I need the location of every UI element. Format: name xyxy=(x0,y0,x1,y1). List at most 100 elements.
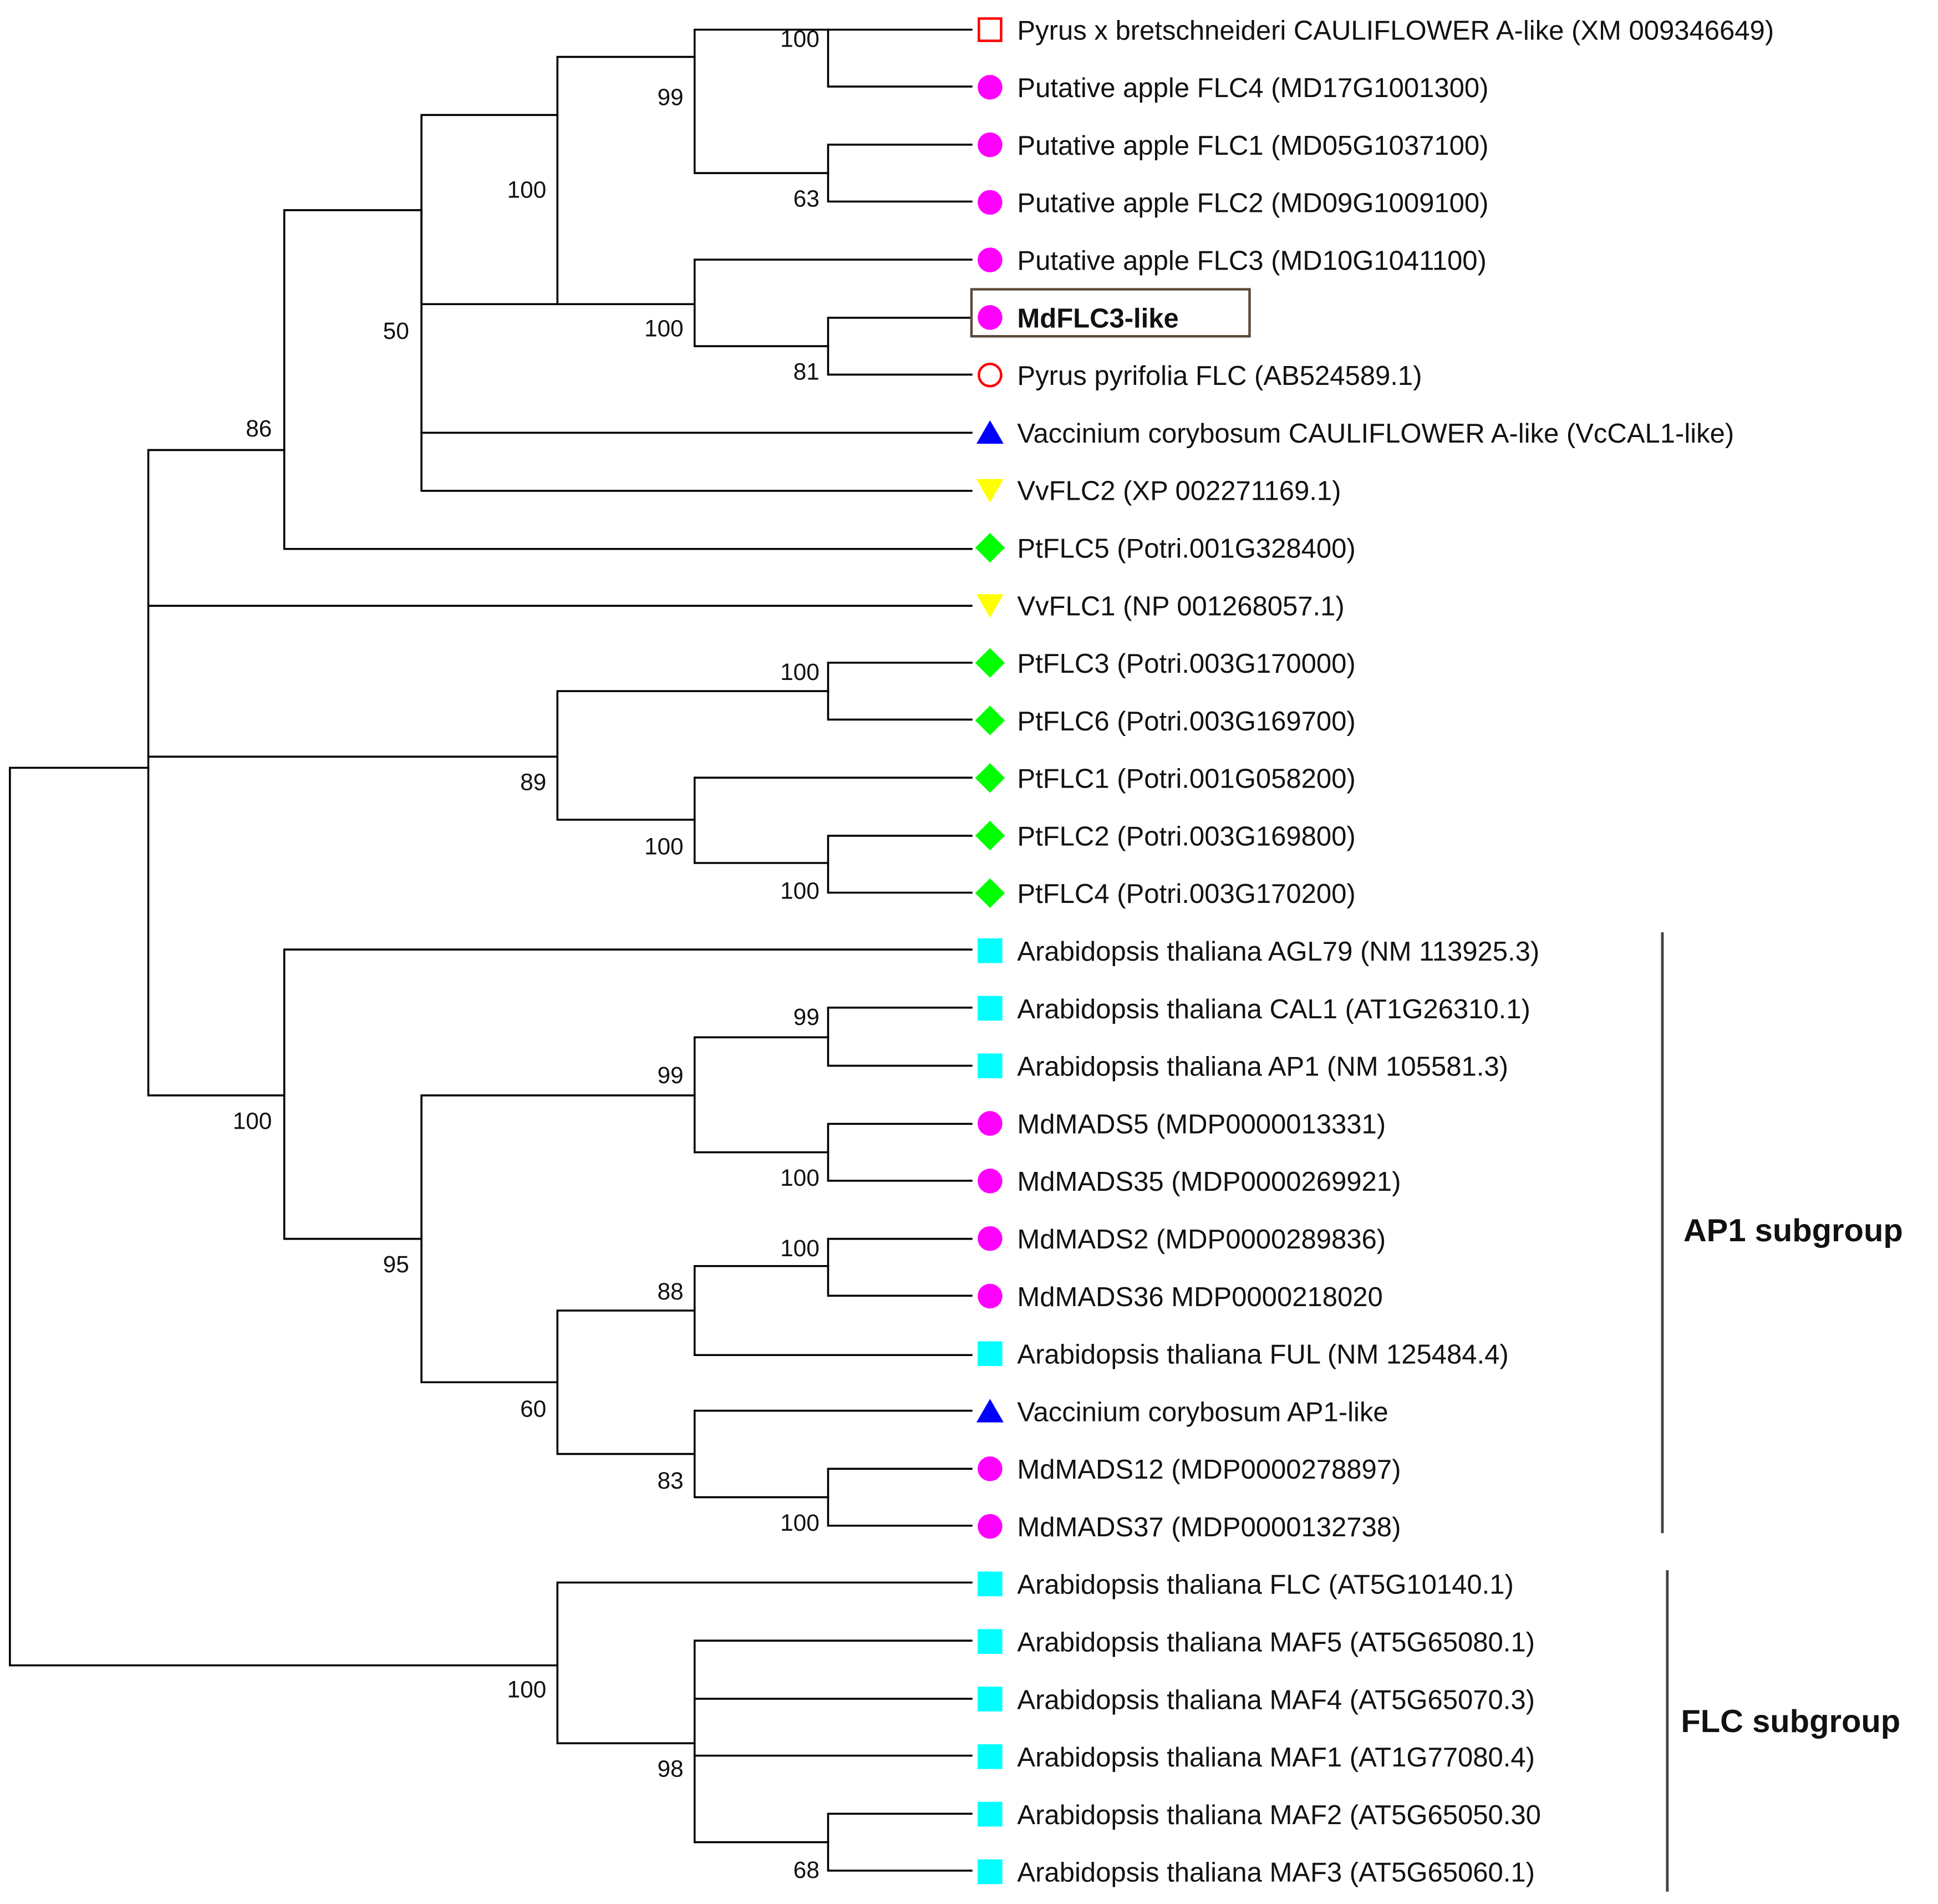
circle-marker-icon xyxy=(978,1283,1003,1309)
open-circle-marker-icon xyxy=(978,362,1003,388)
marker-shape xyxy=(978,1514,1003,1539)
square-marker-icon xyxy=(978,996,1003,1021)
leaf-item: PtFLC2 (Potri.003G169800) xyxy=(975,820,1356,851)
branch-flc3-group xyxy=(693,258,973,347)
branch-flc-group xyxy=(556,1581,973,1744)
square-marker-icon xyxy=(978,1859,1003,1885)
leaf-label: Vaccinium corybosum CAULIFLOWER A-like (… xyxy=(1017,419,1734,449)
diamond-marker-icon xyxy=(975,532,1005,563)
marker-shape xyxy=(975,878,1005,908)
leaf-label: PtFLC3 (Potri.003G170000) xyxy=(1017,649,1355,679)
marker-shape xyxy=(976,594,1004,618)
leaf-label: MdFLC3-like xyxy=(1017,303,1178,333)
marker-shape xyxy=(975,532,1005,563)
marker-shape xyxy=(976,420,1004,444)
flc-subgroup-label: FLC subgroup xyxy=(1681,1704,1900,1739)
leaf-list: Pyrus x bretschneideri CAULIFLOWER A-lik… xyxy=(975,16,1774,1888)
marker-shape xyxy=(978,1283,1003,1309)
bootstrap-label: 100 xyxy=(233,1108,272,1134)
bootstrap-label: 100 xyxy=(780,26,820,52)
marker-shape xyxy=(976,479,1004,503)
marker-shape xyxy=(978,1571,1003,1597)
diamond-marker-icon xyxy=(975,878,1005,908)
leaf-label: Pyrus x bretschneideri CAULIFLOWER A-lik… xyxy=(1017,16,1774,45)
diamond-marker-icon xyxy=(975,763,1005,793)
branch-mads12-37 xyxy=(827,1468,973,1527)
bootstrap-label: 89 xyxy=(520,769,546,795)
square-marker-icon xyxy=(978,1801,1003,1827)
branch-ap1-core xyxy=(420,1094,696,1384)
leaf-item: Pyrus x bretschneideri CAULIFLOWER A-lik… xyxy=(978,16,1774,45)
leaf-item: Arabidopsis thaliana MAF2 (AT5G65050.30 xyxy=(978,1800,1541,1830)
branch-cal1-ap1-mads xyxy=(693,1036,830,1154)
leaf-item: MdMADS35 (MDP0000269921) xyxy=(978,1167,1401,1197)
leaf-label: Arabidopsis thaliana AGL79 (NM 113925.3) xyxy=(1017,937,1539,967)
leaf-item: Arabidopsis thaliana CAL1 (AT1G26310.1) xyxy=(978,994,1530,1024)
leaf-label: VvFLC1 (NP 001268057.1) xyxy=(1017,591,1344,621)
branch-maf2-3 xyxy=(827,1812,973,1872)
leaf-item: Putative apple FLC3 (MD10G1041100) xyxy=(978,246,1487,276)
triangle-down-marker-icon xyxy=(976,479,1004,503)
branch-poplar-split xyxy=(556,690,830,821)
bootstrap-label: 99 xyxy=(658,84,684,110)
branch-maf-group xyxy=(693,1639,973,1844)
diamond-marker-icon xyxy=(975,705,1005,735)
leaf-label: Arabidopsis thaliana MAF3 (AT5G65060.1) xyxy=(1017,1858,1535,1888)
triangle-up-marker-icon xyxy=(976,420,1004,444)
triangle-up-marker-icon xyxy=(976,1399,1004,1423)
leaf-label: VvFLC2 (XP 002271169.1) xyxy=(1017,476,1341,506)
leaf-item: Putative apple FLC4 (MD17G1001300) xyxy=(978,73,1488,103)
leaf-label: MdMADS12 (MDP0000278897) xyxy=(1017,1455,1401,1485)
branch-rosaceae xyxy=(556,55,696,306)
marker-shape xyxy=(978,362,1003,388)
tree-branches xyxy=(9,28,973,1872)
leaf-item: Arabidopsis thaliana AGL79 (NM 113925.3) xyxy=(978,937,1539,967)
bootstrap-label: 100 xyxy=(507,1677,547,1703)
circle-marker-icon xyxy=(978,1226,1003,1251)
branch-root xyxy=(9,766,559,1667)
marker-shape xyxy=(978,247,1003,272)
marker-shape xyxy=(978,305,1003,330)
leaf-item: Vaccinium corybosum AP1-like xyxy=(976,1397,1388,1427)
leaf-label: PtFLC6 (Potri.003G169700) xyxy=(1017,707,1355,737)
branch-node50-low xyxy=(420,209,559,306)
leaf-item: Arabidopsis thaliana MAF3 (AT5G65060.1) xyxy=(978,1858,1535,1888)
marker-shape xyxy=(976,1399,1004,1423)
square-marker-icon xyxy=(978,1571,1003,1597)
bootstrap-label: 100 xyxy=(780,659,820,685)
marker-shape xyxy=(978,1629,1003,1654)
leaf-label: Vaccinium corybosum AP1-like xyxy=(1017,1397,1388,1427)
branch-mads2-36 xyxy=(827,1237,973,1297)
leaf-item: PtFLC1 (Potri.001G058200) xyxy=(975,763,1356,794)
marker-shape xyxy=(975,648,1005,678)
branch-pyrus-apple4 xyxy=(827,28,973,88)
square-marker-icon xyxy=(978,1053,1003,1079)
ap1-subgroup-label: AP1 subgroup xyxy=(1683,1213,1903,1248)
branch-md-pyrifolia xyxy=(827,317,973,376)
leaf-label: PtFLC2 (Potri.003G169800) xyxy=(1017,821,1355,851)
leaf-label: PtFLC5 (Potri.001G328400) xyxy=(1017,534,1355,563)
diamond-marker-icon xyxy=(975,820,1005,851)
bootstrap-label: 88 xyxy=(658,1278,684,1304)
bootstrap-label: 100 xyxy=(780,878,820,904)
leaf-label: MdMADS5 (MDP0000013331) xyxy=(1017,1109,1386,1139)
bootstrap-label: 63 xyxy=(793,185,820,211)
leaf-label: Putative apple FLC3 (MD10G1041100) xyxy=(1017,246,1486,276)
marker-shape xyxy=(978,1859,1003,1885)
circle-marker-icon xyxy=(978,75,1003,100)
bootstrap-label: 95 xyxy=(383,1251,409,1277)
flc-subgroup-bracket: FLC subgroup xyxy=(1666,1570,1900,1892)
marker-shape xyxy=(978,1053,1003,1079)
leaf-item: MdFLC3-like xyxy=(978,303,1179,333)
marker-shape xyxy=(978,1687,1003,1712)
leaf-item: MdMADS37 (MDP0000132738) xyxy=(978,1512,1401,1542)
circle-marker-icon xyxy=(978,132,1003,158)
marker-shape xyxy=(975,705,1005,735)
bootstrap-label: 100 xyxy=(780,1165,820,1191)
square-marker-icon xyxy=(978,938,1003,963)
leaf-label: Arabidopsis thaliana MAF2 (AT5G65050.30 xyxy=(1017,1800,1540,1830)
marker-shape xyxy=(978,190,1003,215)
branch-ptflc1-2-4 xyxy=(693,776,973,864)
marker-shape xyxy=(978,1744,1003,1769)
